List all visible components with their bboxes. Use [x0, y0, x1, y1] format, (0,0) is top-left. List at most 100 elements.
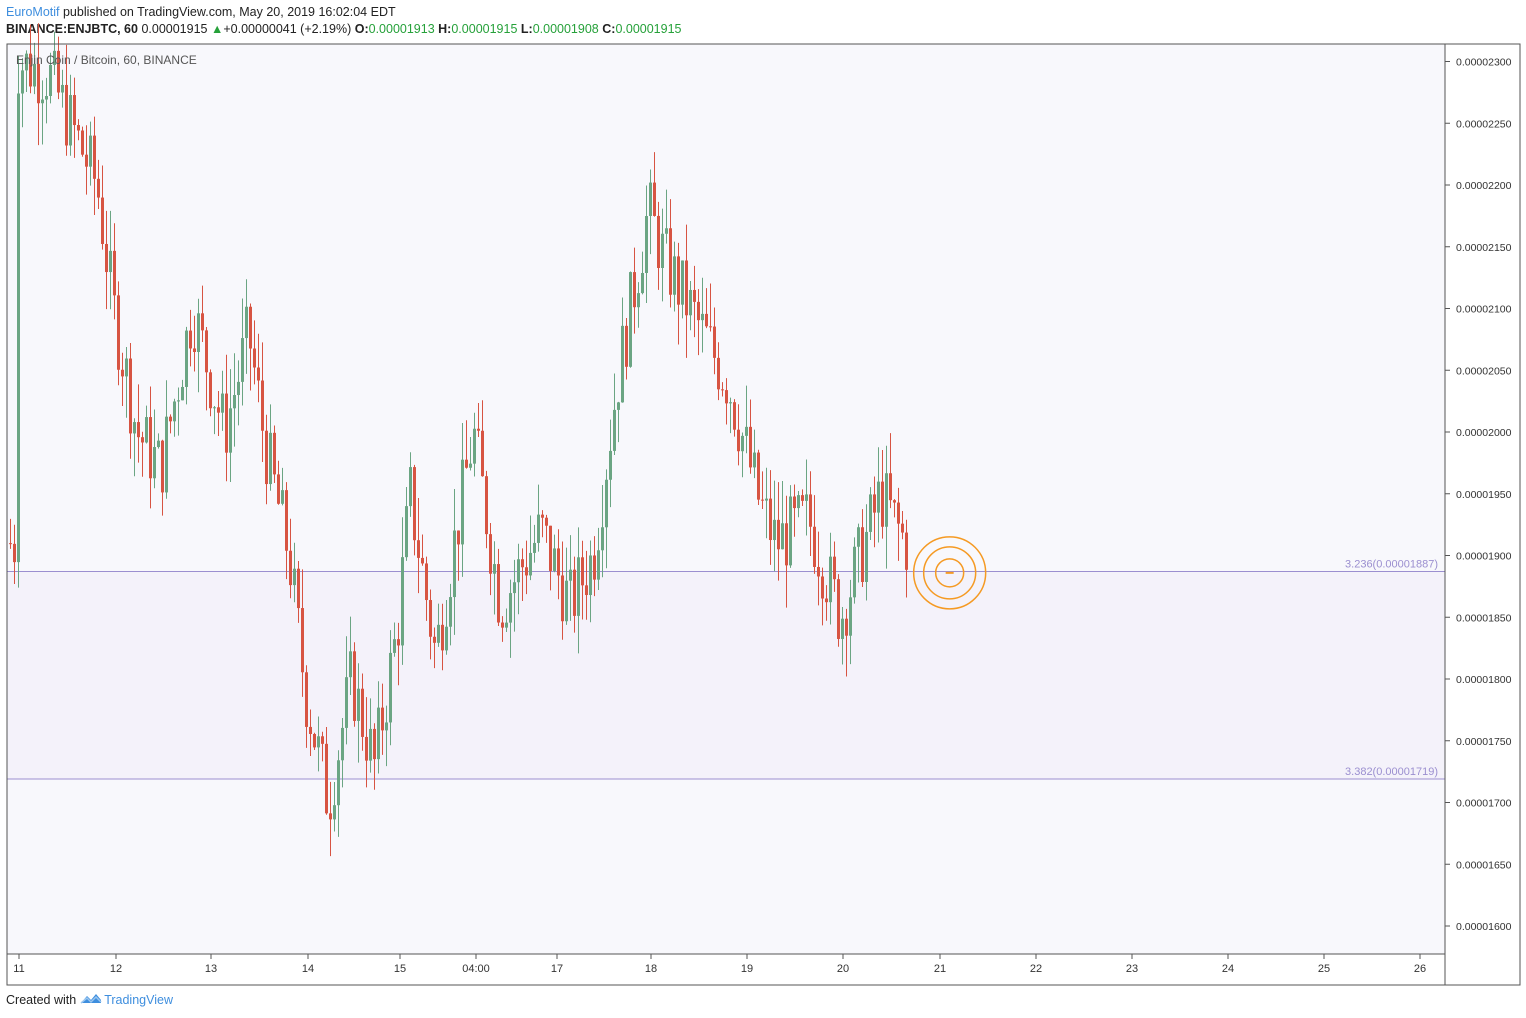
price-chart[interactable]: 3.236(0.00001887) 3.382(0.00001719) Enjin…: [0, 0, 1526, 990]
x-tick-label: 12: [110, 963, 122, 975]
candle-down: [825, 598, 828, 603]
candle-up: [349, 651, 352, 678]
candle-down: [189, 330, 192, 349]
x-tick-label: 14: [302, 963, 314, 975]
candle-down: [97, 178, 100, 198]
x-tick-label: 13: [205, 963, 217, 975]
author-link[interactable]: EuroMotif: [6, 5, 60, 19]
candle-up: [393, 639, 396, 653]
candle-up: [49, 64, 52, 96]
candle-up: [701, 313, 704, 321]
tradingview-link[interactable]: TradingView: [104, 992, 173, 1007]
candle-up: [69, 95, 72, 146]
candle-up: [437, 624, 440, 643]
candle-up: [45, 95, 48, 100]
candle-down: [657, 215, 660, 268]
candle-down: [397, 639, 400, 646]
candle-down: [809, 494, 812, 527]
candle-down: [261, 380, 264, 431]
candle-up: [789, 496, 792, 566]
close-label: C:: [602, 22, 616, 36]
target-circle-marker[interactable]: [912, 536, 987, 610]
candle-up: [577, 557, 580, 616]
candle-up: [153, 447, 156, 479]
candle-up: [781, 523, 784, 550]
y-tick-label: 0.00001900: [1456, 551, 1512, 563]
candle-up: [617, 402, 620, 410]
candle-down: [669, 228, 672, 295]
candle-down: [777, 519, 780, 550]
candle-down: [13, 543, 16, 563]
candle-down: [481, 430, 484, 477]
candle-up: [109, 250, 112, 273]
candle-down: [421, 557, 424, 564]
time-axis[interactable]: 11 12 13 14 15 04:00 17 18 19 20 21 22 23 24 25 26: [13, 954, 1426, 975]
candle-down: [441, 624, 444, 651]
candle-down: [545, 517, 548, 526]
candle-up: [61, 84, 64, 93]
published-text: published on TradingView.com, May 20, 20…: [62, 5, 396, 19]
candle-up: [629, 272, 632, 367]
x-tick-label: 15: [394, 963, 406, 975]
candle-down: [169, 416, 172, 422]
candle-up: [605, 479, 608, 528]
candle-up: [533, 542, 536, 553]
candle-down: [373, 728, 376, 760]
candle-up: [505, 622, 508, 628]
candle-down: [457, 530, 460, 545]
candle-down: [541, 514, 544, 518]
candle-up: [673, 256, 676, 295]
candle-down: [713, 326, 716, 358]
candle-down: [525, 567, 528, 576]
candle-down: [497, 564, 500, 623]
candle-up: [369, 728, 372, 761]
candle-down: [581, 557, 584, 586]
candle-up: [829, 556, 832, 603]
candle-down: [273, 432, 276, 475]
y-tick-label: 0.00002150: [1456, 242, 1512, 254]
price-axis[interactable]: 0.00002300 0.00002250 0.00002200 0.00002150…: [1445, 57, 1512, 934]
x-tick-label: 18: [645, 963, 657, 975]
candle-down: [429, 600, 432, 637]
plot-area[interactable]: [7, 44, 1445, 954]
y-tick-label: 0.00002300: [1456, 57, 1512, 69]
candle-up: [125, 358, 128, 377]
candle-up: [517, 559, 520, 583]
candle-down: [817, 566, 820, 577]
candle-up: [613, 409, 616, 451]
fibonacci-extension[interactable]: 3.236(0.00001887) 3.382(0.00001719): [7, 559, 1445, 780]
candle-up: [741, 435, 744, 452]
candle-up: [565, 580, 568, 622]
candle-up: [337, 760, 340, 806]
candle-down: [749, 426, 752, 468]
candle-up: [509, 593, 512, 623]
candle-down: [737, 429, 740, 452]
candle-down: [685, 260, 688, 316]
fib-level-label: 3.382(0.00001719): [1345, 766, 1438, 778]
candle-up: [681, 260, 684, 305]
candle-up: [885, 473, 888, 527]
marker-center: [945, 571, 954, 574]
candle-down: [325, 743, 328, 814]
candle-down: [265, 430, 268, 485]
x-tick-label: 20: [837, 963, 849, 975]
candle-up: [461, 459, 464, 545]
candle-down: [141, 437, 144, 443]
candle-up: [621, 325, 624, 403]
y-tick-label: 0.00002200: [1456, 180, 1512, 192]
candle-up: [449, 597, 452, 627]
candle-down: [897, 502, 900, 524]
low-value: 0.00001908: [532, 22, 599, 36]
candle-up: [797, 495, 800, 509]
x-tick-label: 24: [1222, 963, 1234, 975]
y-tick-label: 0.00002100: [1456, 304, 1512, 316]
candle-down: [881, 481, 884, 527]
candle-down: [725, 390, 728, 404]
candle-down: [365, 736, 368, 761]
candle-down: [77, 125, 80, 131]
candle-down: [717, 357, 720, 390]
candle-down: [761, 499, 764, 501]
candle-down: [709, 326, 712, 328]
candle-down: [901, 523, 904, 533]
candle-up: [41, 99, 44, 104]
